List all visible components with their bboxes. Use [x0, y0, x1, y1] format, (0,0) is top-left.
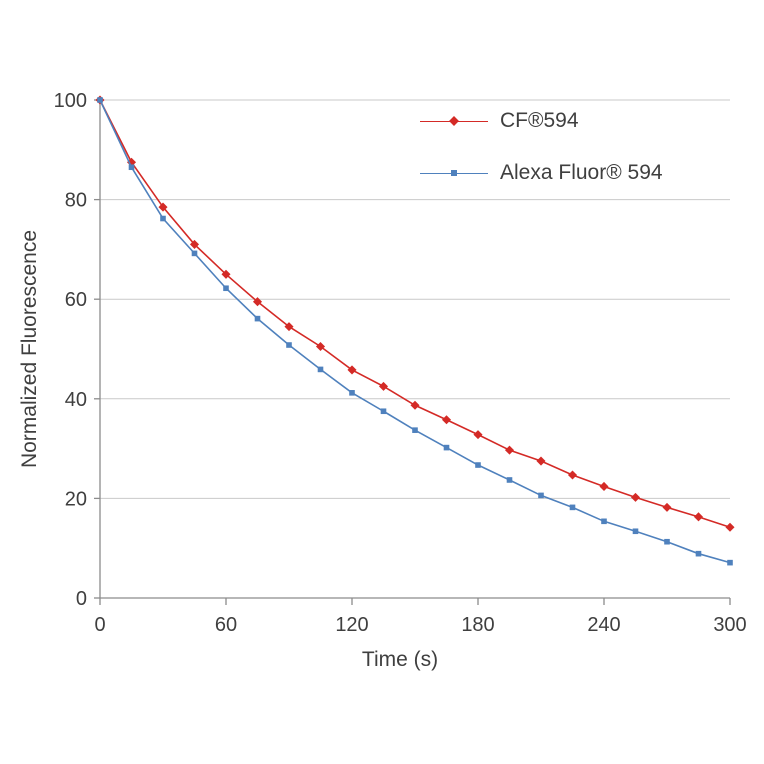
diamond-marker-icon	[449, 115, 459, 126]
legend-entry-alexa-fluor-594: Alexa Fluor® 594	[420, 158, 663, 188]
svg-text:180: 180	[461, 614, 494, 636]
svg-text:60: 60	[215, 614, 237, 636]
x-axis-title: Time (s)	[361, 648, 439, 671]
legend-label-alexa-fluor-594: Alexa Fluor® 594	[500, 161, 663, 184]
svg-text:20: 20	[65, 488, 87, 510]
legend-line-cf594	[420, 115, 488, 126]
svg-text:300: 300	[713, 614, 746, 636]
legend-label-cf594: CF®594	[500, 109, 579, 132]
svg-text:40: 40	[65, 389, 87, 411]
svg-text:100: 100	[54, 90, 87, 112]
svg-text:60: 60	[65, 289, 87, 311]
svg-text:0: 0	[76, 588, 87, 610]
svg-text:80: 80	[65, 190, 87, 212]
y-axis-title: Normalized Fluorescence	[18, 229, 41, 469]
svg-text:0: 0	[94, 614, 105, 636]
legend-entry-cf594: CF®594	[420, 106, 663, 136]
legend: CF®594 Alexa Fluor® 594	[420, 106, 663, 210]
legend-line-alexa-fluor-594	[420, 169, 488, 176]
square-marker-icon	[451, 169, 457, 176]
svg-text:120: 120	[335, 614, 368, 636]
svg-text:240: 240	[587, 614, 620, 636]
